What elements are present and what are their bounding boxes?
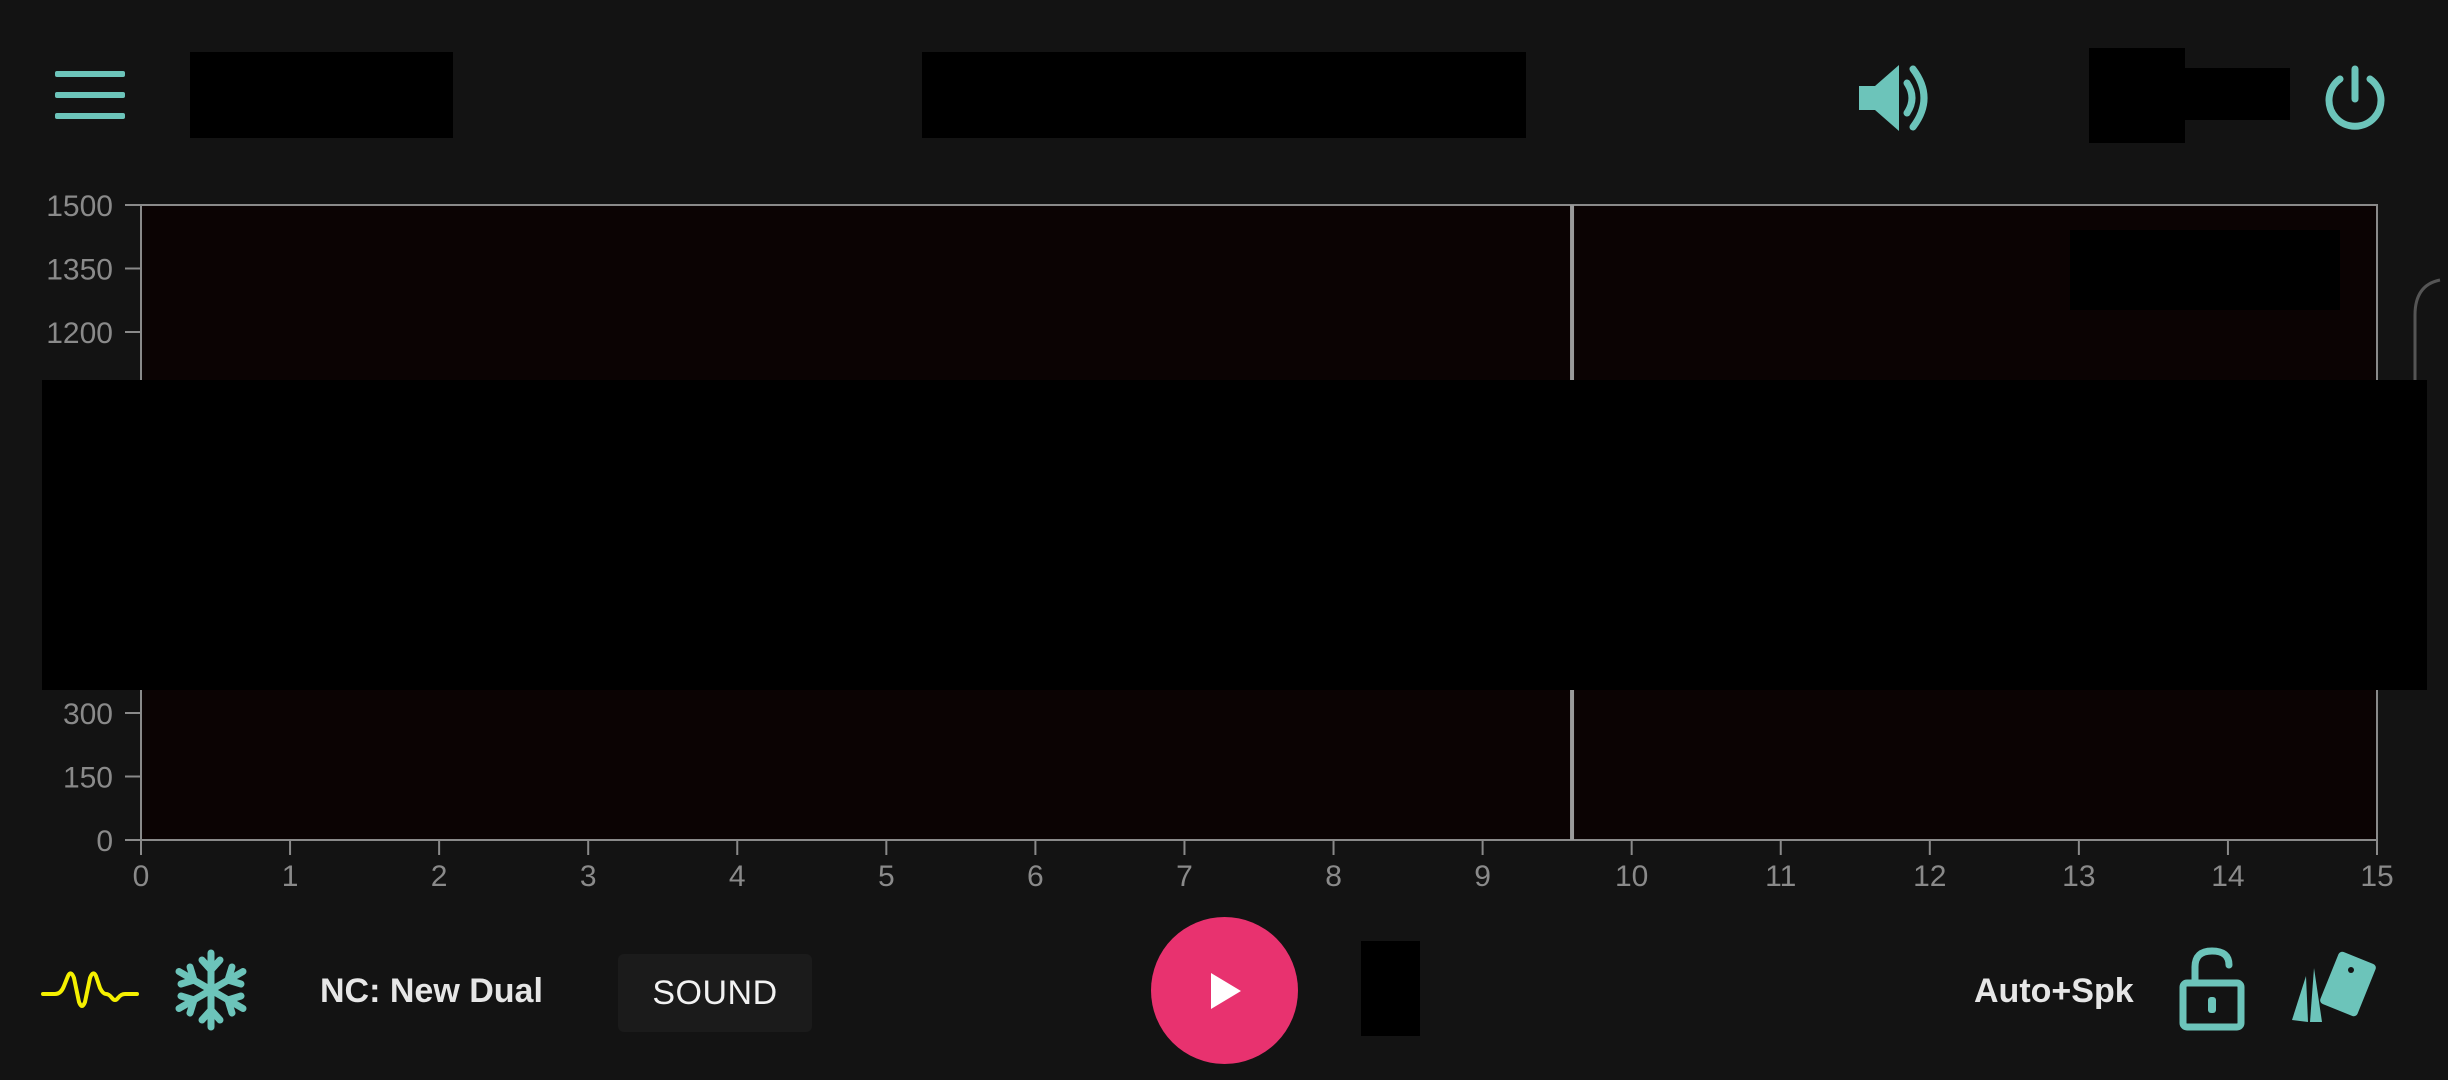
x-tick-label: 6 [1027, 860, 1044, 893]
volume-icon [1859, 65, 1928, 131]
x-tick-label: 2 [431, 860, 448, 893]
freeze-button[interactable] [165, 948, 257, 1032]
y-axis: 0 150 300 1200 1350 1500 [46, 190, 141, 858]
play-button[interactable] [1151, 917, 1298, 1064]
y-tick-label: 1500 [46, 190, 113, 223]
x-tick-label: 12 [1913, 860, 1946, 893]
redacted-status-block-a [2089, 48, 2185, 143]
redacted-title-block [190, 52, 453, 138]
x-tick-label: 11 [1765, 860, 1796, 893]
snowflake-icon [175, 949, 247, 1031]
y-tick-label: 1350 [46, 254, 113, 287]
unlock-icon [2179, 946, 2245, 1030]
menu-button[interactable] [40, 55, 140, 135]
waveform-button[interactable] [40, 955, 140, 1025]
x-tick-label: 0 [133, 860, 150, 893]
x-tick-label: 5 [878, 860, 895, 893]
x-axis: 0 1 2 3 4 5 6 7 8 9 10 11 12 13 14 15 [133, 840, 2394, 893]
lock-button[interactable] [2172, 940, 2252, 1035]
waveform-icon [41, 971, 139, 1008]
y-tick-label: 150 [63, 762, 113, 795]
x-tick-label: 10 [1615, 860, 1648, 893]
x-tick-label: 15 [2360, 860, 2393, 893]
y-tick-label: 1200 [46, 317, 113, 350]
power-button[interactable] [2310, 55, 2400, 141]
x-tick-label: 9 [1474, 860, 1491, 893]
x-tick-label: 7 [1176, 860, 1193, 893]
x-tick-label: 1 [282, 860, 299, 893]
play-icon [1210, 972, 1241, 1009]
x-tick-label: 14 [2211, 860, 2244, 893]
power-icon [2325, 65, 2385, 130]
mode-label[interactable]: Auto+Spk [1974, 972, 2134, 1010]
cards-icon [2291, 951, 2376, 1022]
cards-button[interactable] [2285, 945, 2380, 1030]
y-tick-label: 0 [96, 825, 113, 858]
side-scroll-handle[interactable] [2413, 278, 2441, 400]
redacted-play-side-block [1361, 941, 1420, 1036]
redacted-chart-band [42, 380, 2427, 690]
y-tick-label: 300 [63, 698, 113, 731]
menu-icon [55, 71, 125, 119]
nc-label: NC: New Dual [320, 972, 543, 1010]
x-tick-label: 4 [729, 860, 746, 893]
redacted-center-block [922, 52, 1526, 138]
redacted-plot-corner [2070, 230, 2340, 310]
redacted-status-block-b [2185, 68, 2290, 120]
sound-button[interactable]: SOUND [618, 954, 812, 1032]
x-tick-label: 3 [580, 860, 597, 893]
x-tick-label: 8 [1325, 860, 1342, 893]
x-tick-label: 13 [2062, 860, 2095, 893]
volume-button[interactable] [1845, 55, 1945, 141]
